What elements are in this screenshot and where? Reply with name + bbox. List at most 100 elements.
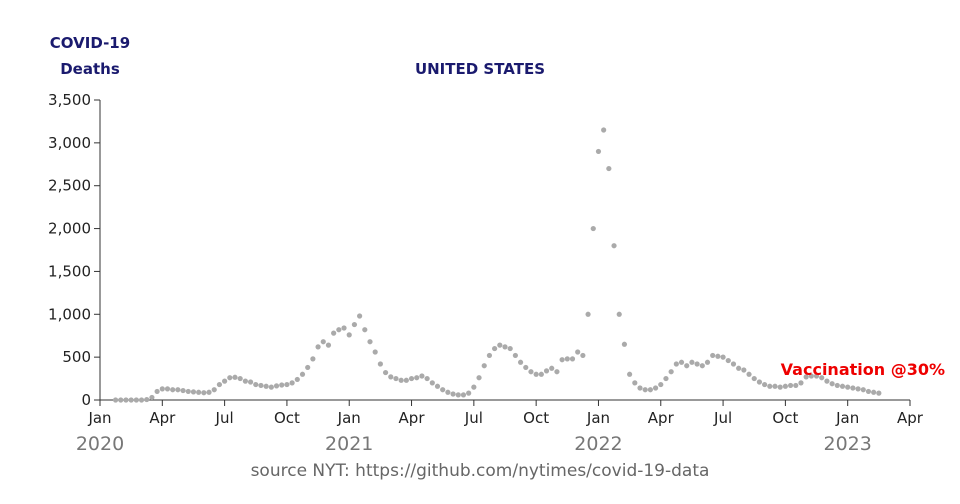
data-point: [497, 342, 503, 348]
data-point: [492, 345, 498, 352]
data-point: [247, 379, 254, 385]
data-point: [829, 381, 835, 387]
data-point: [180, 387, 186, 394]
data-point: [813, 373, 820, 379]
source-note: source NYT: https://github.com/nytimes/c…: [251, 461, 710, 481]
data-point: [834, 382, 840, 389]
data-point: [440, 387, 446, 393]
data-point: [222, 378, 228, 384]
data-point: [528, 369, 534, 375]
data-point: [860, 387, 866, 393]
data-point: [305, 364, 311, 371]
data-point: [554, 369, 560, 375]
data-point: [424, 375, 430, 382]
data-point: [538, 371, 544, 377]
data-point: [725, 357, 731, 364]
data-point: [678, 359, 685, 365]
data-point: [372, 349, 378, 355]
data-point: [273, 383, 280, 389]
y-tick-label: 2,000: [48, 220, 91, 238]
x-tick-label: Oct: [772, 409, 798, 427]
data-point: [362, 327, 368, 333]
data-point: [543, 368, 550, 374]
x-year-label: 2020: [76, 433, 124, 455]
x-tick-label: Jan: [337, 409, 361, 427]
y-tick-label: 2,500: [48, 177, 91, 195]
data-point: [460, 392, 467, 398]
data-point: [445, 389, 451, 395]
data-point: [502, 344, 508, 350]
data-point: [642, 387, 648, 393]
data-point: [299, 371, 306, 377]
data-point: [408, 375, 415, 382]
data-point: [185, 388, 191, 395]
data-point: [310, 356, 316, 362]
data-point: [263, 383, 269, 389]
data-point: [839, 383, 846, 389]
x-tick-label: Apr: [149, 409, 176, 427]
data-point: [569, 356, 576, 362]
data-point: [357, 313, 363, 319]
data-point: [512, 352, 518, 359]
data-point: [159, 386, 165, 392]
y-tick-label: 1,000: [48, 305, 91, 323]
data-point: [793, 382, 799, 389]
data-point: [237, 375, 243, 382]
data-point: [756, 379, 763, 385]
data-point: [419, 373, 425, 379]
data-point: [632, 380, 638, 386]
data-point: [164, 386, 171, 392]
data-point: [393, 375, 399, 382]
data-point: [154, 388, 160, 395]
y-tick-label: 3,500: [48, 91, 91, 109]
data-point: [289, 380, 295, 386]
data-point: [190, 389, 197, 395]
data-point: [466, 390, 472, 396]
data-point: [196, 389, 202, 395]
data-point: [694, 361, 700, 367]
data-point: [673, 361, 679, 367]
y-tick-label: 0: [81, 391, 91, 409]
x-year-label: 2023: [824, 433, 872, 455]
data-point: [258, 382, 264, 389]
data-point: [647, 387, 653, 393]
data-point: [741, 367, 747, 373]
data-point: [824, 378, 830, 384]
data-point: [730, 361, 737, 367]
data-point: [382, 369, 389, 376]
data-point: [627, 371, 633, 377]
y-tick-label: 3,000: [48, 134, 91, 152]
data-point: [782, 383, 788, 389]
data-point: [585, 311, 591, 317]
data-point: [123, 397, 129, 403]
x-tick-label: Apr: [399, 409, 426, 427]
x-tick-label: Jan: [87, 409, 111, 427]
annotation: Vaccination @30%: [781, 360, 945, 379]
data-point: [668, 369, 674, 375]
y-label: COVID-19: [50, 34, 130, 52]
data-point: [855, 386, 861, 392]
data-point: [803, 374, 809, 380]
data-point: [138, 397, 145, 403]
x-tick-label: Apr: [897, 409, 924, 427]
data-point: [133, 397, 139, 403]
y-tick-label: 500: [62, 348, 91, 366]
data-point: [798, 380, 804, 386]
data-point: [772, 383, 778, 389]
data-point: [715, 353, 721, 359]
data-point: [211, 387, 217, 393]
data-point: [762, 381, 768, 388]
data-point: [346, 332, 352, 338]
data-point: [652, 385, 659, 391]
data-point: [595, 148, 602, 155]
data-point: [611, 243, 617, 249]
data-point: [517, 359, 524, 365]
data-point: [450, 391, 456, 397]
data-point: [871, 389, 877, 395]
data-point: [398, 377, 404, 383]
data-point: [144, 396, 150, 403]
data-point: [559, 357, 565, 363]
data-point: [601, 127, 607, 133]
data-point: [242, 378, 248, 384]
